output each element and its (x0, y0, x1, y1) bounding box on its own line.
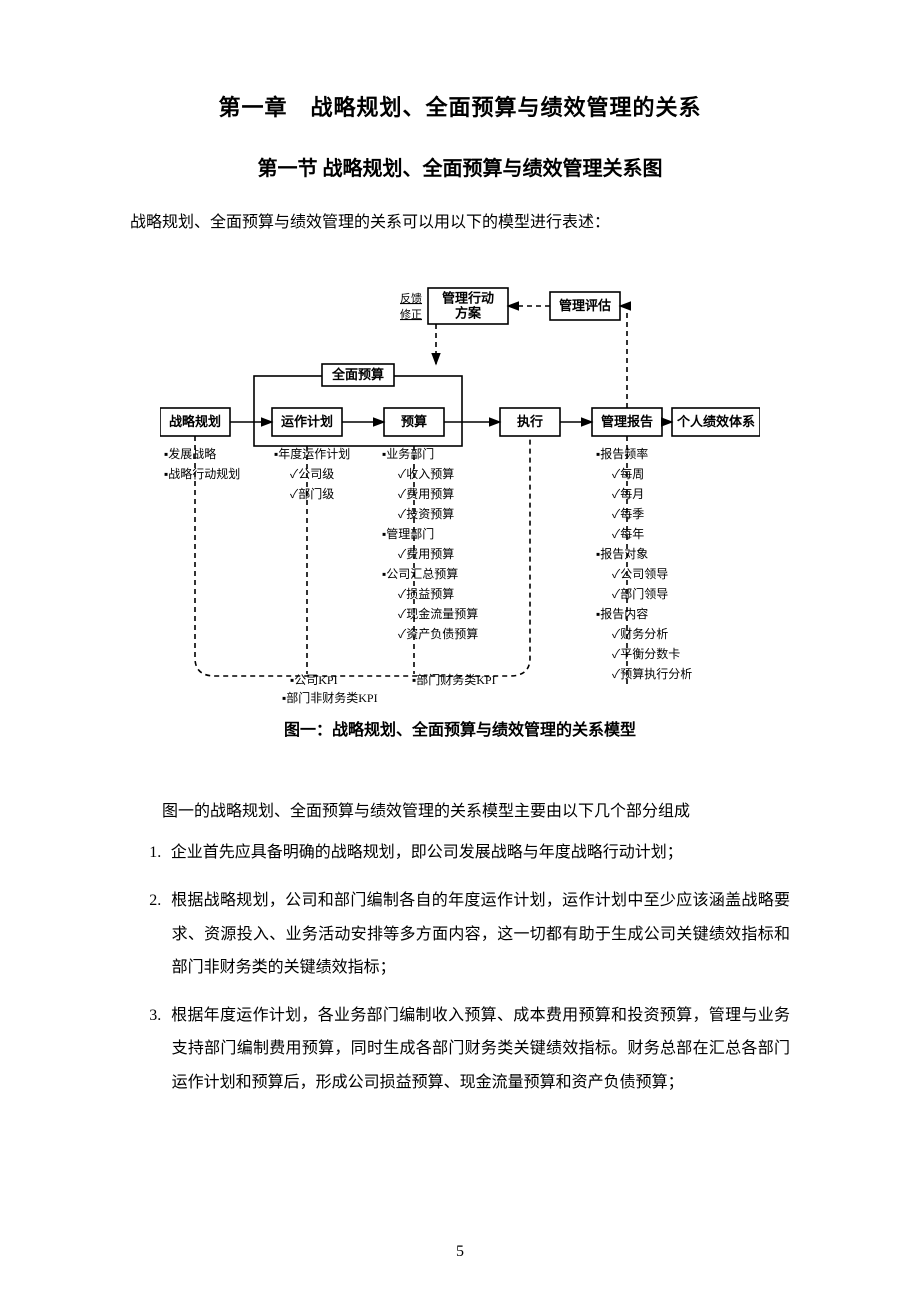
svg-text:管理报告: 管理报告 (601, 414, 653, 429)
svg-text:✓财务分析: ✓财务分析 (612, 626, 668, 641)
svg-text:✓费用预算: ✓费用预算 (398, 546, 454, 561)
svg-text:全面预算: 全面预算 (331, 367, 384, 382)
list-item: 根据战略规划，公司和部门编制各自的年度运作计划，运作计划中至少应该涵盖战略要求、… (130, 884, 790, 985)
svg-text:✓平衡分数卡: ✓平衡分数卡 (612, 646, 680, 661)
svg-text:▪战略行动规划: ▪战略行动规划 (164, 466, 240, 481)
svg-text:▪管理部门: ▪管理部门 (382, 526, 434, 541)
svg-text:✓部门领导: ✓部门领导 (612, 586, 668, 601)
svg-text:✓收入预算: ✓收入预算 (398, 466, 454, 481)
relationship-diagram: 全面预算 管理行动方案 管理评估战略规划 运作计划 预算 执行 管理报告 个人绩效体系 反馈修正… (160, 278, 760, 708)
svg-text:执行: 执行 (517, 414, 543, 429)
svg-text:✓每季: ✓每季 (612, 506, 644, 521)
body-paragraph: 图一的战略规划、全面预算与绩效管理的关系模型主要由以下几个部分组成 (130, 795, 790, 829)
svg-text:方案: 方案 (455, 305, 482, 320)
svg-text:▪公司KPI: ▪公司KPI (290, 673, 338, 687)
figure-caption: 图一：战略规划、全面预算与绩效管理的关系模型 (130, 716, 790, 740)
page-number: 5 (0, 1243, 920, 1261)
svg-text:✓公司领导: ✓公司领导 (612, 567, 668, 581)
svg-text:✓费用预算: ✓费用预算 (398, 486, 454, 501)
svg-text:▪报告频率: ▪报告频率 (596, 446, 648, 461)
svg-text:预算: 预算 (401, 414, 427, 429)
svg-text:▪部门财务类KPI: ▪部门财务类KPI (412, 672, 496, 687)
svg-text:✓损益预算: ✓损益预算 (398, 586, 454, 601)
svg-text:✓每年: ✓每年 (612, 526, 644, 541)
list-item: 根据年度运作计划，各业务部门编制收入预算、成本费用预算和投资预算，管理与业务支持… (130, 999, 790, 1100)
svg-text:▪公司汇总预算: ▪公司汇总预算 (382, 566, 458, 581)
svg-text:管理评估: 管理评估 (559, 298, 611, 313)
svg-text:✓预算执行分析: ✓预算执行分析 (612, 666, 692, 681)
svg-text:✓投资预算: ✓投资预算 (398, 506, 454, 521)
numbered-list: 企业首先应具备明确的战略规划，即公司发展战略与年度战略行动计划； 根据战略规划，公… (130, 836, 790, 1099)
svg-text:个人绩效体系: 个人绩效体系 (676, 414, 755, 429)
list-item: 企业首先应具备明确的战略规划，即公司发展战略与年度战略行动计划； (130, 836, 790, 870)
svg-text:✓公司级: ✓公司级 (290, 467, 334, 481)
svg-text:✓资产负债预算: ✓资产负债预算 (398, 626, 478, 641)
svg-text:▪报告内容: ▪报告内容 (596, 606, 648, 621)
svg-text:▪部门非财务类KPI: ▪部门非财务类KPI (282, 690, 378, 705)
intro-paragraph: 战略规划、全面预算与绩效管理的关系可以用以下的模型进行表述： (130, 209, 790, 238)
svg-text:管理行动: 管理行动 (442, 290, 494, 305)
svg-text:反馈: 反馈 (400, 292, 422, 305)
document-page: 第一章 战略规划、全面预算与绩效管理的关系 第一节 战略规划、全面预算与绩效管理… (0, 0, 920, 1301)
svg-text:运作计划: 运作计划 (281, 414, 333, 429)
chapter-title: 第一章 战略规划、全面预算与绩效管理的关系 (130, 90, 790, 122)
svg-text:▪业务部门: ▪业务部门 (382, 446, 434, 461)
svg-text:▪年度运作计划: ▪年度运作计划 (274, 446, 350, 461)
svg-text:✓每周: ✓每周 (612, 466, 644, 481)
svg-text:✓每月: ✓每月 (612, 486, 644, 501)
svg-text:✓现金流量预算: ✓现金流量预算 (398, 606, 478, 621)
svg-text:战略规划: 战略规划 (169, 414, 221, 429)
section-title: 第一节 战略规划、全面预算与绩效管理关系图 (130, 152, 790, 181)
flowchart-svg: 全面预算 管理行动方案 管理评估战略规划 运作计划 预算 执行 管理报告 个人绩效体系 反馈修正… (160, 278, 760, 708)
svg-text:修正: 修正 (400, 307, 422, 321)
svg-text:✓部门级: ✓部门级 (290, 486, 334, 501)
svg-text:▪发展战略: ▪发展战略 (164, 446, 216, 461)
svg-text:▪报告对象: ▪报告对象 (596, 546, 648, 561)
